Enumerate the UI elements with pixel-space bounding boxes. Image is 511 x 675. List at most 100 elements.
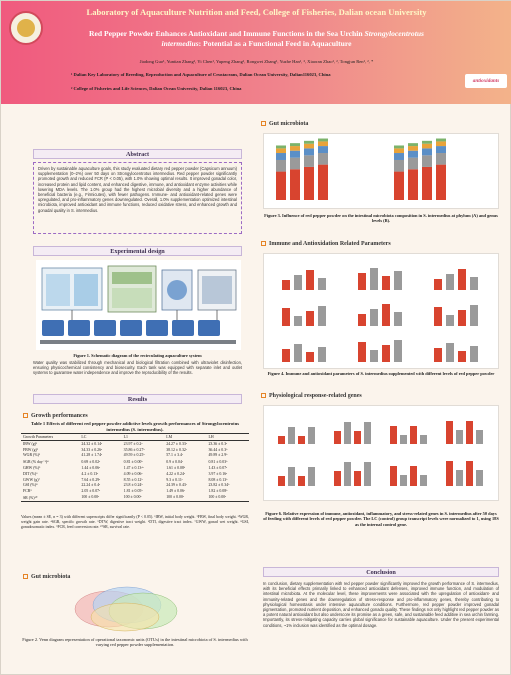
gene-bar [420, 435, 427, 444]
affiliation-2: ² College of Fisheries and Life Sciences… [71, 86, 242, 91]
gut-subheading-right: Gut microbiota [261, 121, 308, 127]
bullet-square-icon [23, 574, 28, 580]
value-cell: 24.32 ± 0.14ᵃ [81, 441, 103, 446]
col-header: L1 [121, 433, 165, 441]
abstract-text: Driven by sustainable aquaculture goals,… [33, 162, 242, 234]
col-header: Growth Parameters [21, 433, 80, 441]
composition-bar-segment [304, 140, 314, 144]
immune-bar [370, 268, 378, 290]
gene-bar [390, 426, 397, 444]
value-cell: 1.43 ± 0.07ᵃ [208, 466, 228, 471]
value-cell: 22.24 ± 0.4ᵃ [81, 483, 101, 488]
parameter-cell: GWW (g)⁷ [23, 477, 40, 482]
composition-bar-segment [290, 157, 300, 170]
bullet-square-icon [23, 413, 28, 419]
immune-bar [458, 269, 466, 290]
growth-subheading: Growth performances [23, 413, 88, 419]
composition-bar-segment [408, 143, 418, 147]
value-cell: 4.22 ± 0.24ᵃ [166, 471, 185, 476]
immune-bar [306, 311, 314, 326]
gene-bar [390, 466, 397, 486]
aquaculture-system-diagram [36, 260, 241, 350]
value-cell: 24.27 ± 0.33ᵃ [166, 441, 187, 446]
immune-bar [458, 310, 466, 326]
design-text: Water quality was stabilized through mec… [33, 360, 242, 376]
immune-bar [382, 276, 390, 290]
table-row: WGR (%)³ 41.28 ± 1.74ᵃ 49.59 ± 0.25ᵇ 57.1 ±… [21, 453, 249, 459]
gene-bar [354, 431, 361, 444]
value-cell: 49.59 ± 0.25ᵇ [123, 453, 145, 458]
gene-bar [288, 427, 295, 444]
authors: Jiadong Guo¹, Yuntian Zhang¹, Yi Chen¹, … [139, 59, 374, 64]
composition-bar-segment [394, 159, 404, 172]
gene-bar [476, 470, 483, 486]
figure-2-caption: Figure 2. Venn diagram representation of… [22, 637, 248, 648]
composition-bar-segment [408, 169, 418, 200]
parameter-cell: IBW (g)¹ [23, 441, 38, 446]
gene-expression-chart [263, 405, 499, 501]
composition-bar-segment [422, 155, 432, 167]
value-cell: 1.49 ± 0.06ᶜ [166, 489, 185, 494]
value-cell: 49.89 ± 2.9ᵇ [208, 453, 228, 458]
gut-subheading-left: Gut microbiota [23, 574, 70, 580]
value-cell: 1.82 ± 0.08ᵇ [208, 489, 228, 494]
composition-bar-segment [318, 164, 328, 200]
value-cell: 35.86 ± 0.27ᵇ [123, 447, 145, 452]
gene-bar [278, 476, 285, 486]
gene-bar [334, 431, 341, 444]
gene-bar [420, 475, 427, 486]
immune-bar [282, 280, 290, 290]
immune-bar [370, 350, 378, 362]
value-cell: 2.05 ± 0.07ᵃ [81, 489, 101, 494]
gene-bar [364, 422, 371, 444]
composition-bar-segment [394, 145, 404, 149]
composition-bar-segment [422, 148, 432, 156]
composition-bar-segment [436, 141, 446, 147]
gene-bar [288, 467, 295, 486]
bullet-square-icon [261, 241, 266, 247]
immune-bar [446, 343, 454, 362]
composition-bar-segment [290, 143, 300, 147]
parameter-cell: GSI (%)⁸ [23, 483, 38, 488]
gene-bar [400, 475, 407, 486]
value-cell: 0.81 ± 0.00ᵇ [123, 459, 143, 464]
immune-bar [446, 315, 454, 326]
composition-bar-segment [408, 146, 418, 151]
composition-bar-segment [436, 153, 446, 165]
value-cell: 4.09 ± 0.06ᵃ [123, 471, 143, 476]
parameter-cell: FBW (g)² [23, 447, 39, 452]
gene-bar [410, 466, 417, 486]
table-row: SR (%)¹⁰ 100 ± 0.00ᵃ 100 ± 0.00ᵃ 100 ± 0.00… [21, 494, 249, 502]
value-cell: 34.33 ± 0.26ᵃ [81, 447, 103, 452]
composition-bar-segment [394, 148, 404, 154]
table-row: FCR⁹ 2.05 ± 0.07ᵃ 1.81 ± 0.05ᵇ 1.49 ± 0.06ᶜ… [21, 488, 249, 494]
table-footnote: Values (mean ± SE, n = 3) with different… [21, 515, 249, 529]
table-row: DIT (%)⁶ 4.2 ± 0.13ᵃ 4.09 ± 0.06ᵃ 4.22 ± 0.… [21, 471, 249, 477]
immune-bar [382, 345, 390, 362]
value-cell: 38.12 ± 0.32ᶜ [166, 447, 187, 452]
gene-bar [456, 430, 463, 444]
value-cell: 23.97 ± 0.2ᵃ [123, 441, 143, 446]
composition-bar-segment [290, 146, 300, 151]
conclusion-text: In conclusion, dietary supplementation w… [263, 581, 499, 628]
immune-bar [470, 305, 478, 326]
composition-bar-segment [276, 159, 286, 172]
value-cell: 0.9 ± 0.04ᶜ [166, 459, 183, 464]
composition-bar-segment [304, 166, 314, 200]
gene-bar [410, 426, 417, 444]
immune-bar [306, 352, 314, 362]
composition-bar-segment [276, 153, 286, 160]
gene-bar [466, 421, 473, 444]
composition-bar-segment [436, 146, 446, 154]
table-row: IBW (g)¹ 24.32 ± 0.14ᵃ 23.97 ± 0.2ᵃ 24.27 ±… [21, 441, 249, 447]
composition-bar-segment [318, 138, 328, 142]
bullet-square-icon [261, 121, 266, 127]
value-cell: 23.36 ± 0.3ᵃ [208, 441, 228, 446]
immune-bar [294, 275, 302, 290]
immune-bar [394, 340, 402, 362]
table-header-row: Growth Parameters LC L1 LM LH [21, 433, 249, 441]
composition-bar-segment [394, 171, 404, 200]
composition-bar-segment [276, 171, 286, 200]
immune-bar [458, 351, 466, 362]
immune-bar [282, 308, 290, 326]
